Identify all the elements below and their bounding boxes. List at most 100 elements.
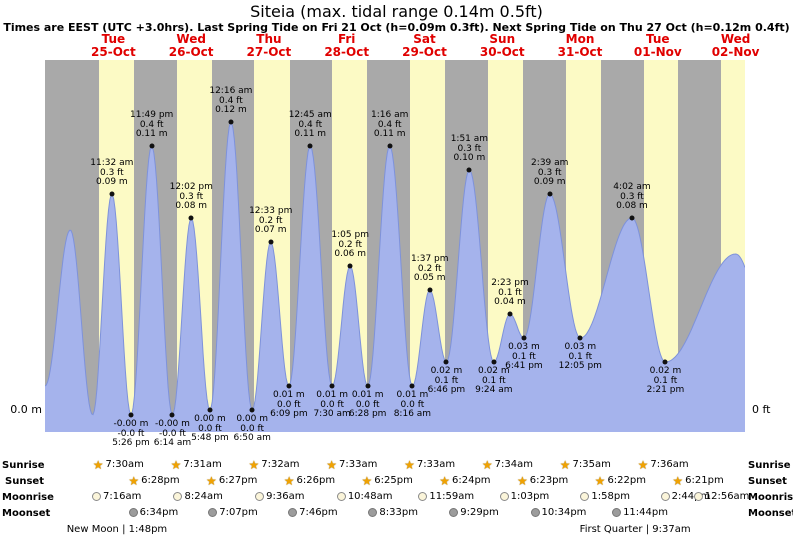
annotation-line: 0.4 ft (377, 119, 402, 130)
sunset-entry: ★ 6:28pm (128, 473, 180, 488)
astro-time: 6:28pm (141, 475, 180, 486)
high-tide-annotation: 1:05 pm 0.2 ft 0.06 m (331, 230, 369, 260)
day-name: Tue (101, 32, 126, 46)
astro-time: 6:22pm (607, 475, 646, 486)
annotation-line: 6:46 pm (427, 385, 466, 396)
astro-row-label-left: Moonset (2, 508, 51, 519)
annotation-line: 0.1 ft (568, 351, 593, 362)
y-axis-label-feet: 0 ft (752, 403, 771, 416)
moonset-moon-icon (128, 508, 138, 517)
tide-extreme-dot (268, 239, 274, 245)
sunset-entry: ★ 6:25pm (362, 475, 413, 487)
astro-time: 7:31am (183, 459, 222, 470)
annotation-line: 0.1 ft (434, 375, 459, 386)
day-name: Thu (256, 32, 282, 46)
annotation-line: 0.00 m (236, 414, 269, 424)
moonrise-entry: 11:59am (418, 491, 474, 502)
moonset-entry: 7:07pm (208, 507, 258, 518)
annotation-line: -0.00 m (113, 418, 149, 429)
day-label: Mon 31-Oct (558, 32, 603, 59)
tide-extreme-dot (347, 263, 353, 269)
sunset-star-icon: ★ (128, 473, 140, 488)
annotation-line: 4:02 am (613, 182, 651, 192)
high-tide-annotation: 12:02 pm 0.3 ft 0.08 m (170, 182, 213, 212)
moonset-entry: 6:34pm (128, 507, 178, 518)
tide-extreme-dot (521, 335, 527, 341)
sunset-entry: ★ 6:22pm (594, 473, 646, 488)
day-date: 25-Oct (91, 45, 136, 60)
annotation-line: 0.4 ft (298, 119, 323, 130)
tide-extreme-dot (409, 383, 415, 389)
tide-extreme-dot (507, 311, 513, 317)
annotation-line: 0.3 ft (537, 167, 562, 178)
moonrise-moon-icon (255, 492, 265, 501)
day-name: Sun (489, 32, 516, 46)
moonset-moon-icon (368, 508, 378, 517)
sunrise-entry: ★ 7:34am (482, 459, 533, 471)
annotation-line: 0.02 m (477, 366, 510, 376)
annotation-line: 6:09 pm (270, 409, 308, 420)
annotation-line: 0.08 m (616, 201, 648, 212)
astro-time: 7:34am (494, 459, 533, 470)
tide-extreme-dot (443, 359, 449, 365)
annotation-line: 11:49 pm (130, 110, 174, 120)
sunset-entry: ★ 6:24pm (439, 475, 490, 487)
high-tide-annotation: 2:23 pm 0.1 ft 0.04 m (491, 278, 529, 308)
day-date: 02-Nov (711, 45, 760, 60)
annotation-line: 7:30 am (313, 409, 351, 420)
low-tide-annotation: 0.01 m 0.0 ft 6:28 pm (349, 390, 387, 420)
high-tide-annotation: 12:16 am 0.4 ft 0.12 m (209, 86, 252, 116)
astro-time: 6:27pm (218, 475, 258, 486)
annotation-line: 0.04 m (494, 297, 526, 308)
tide-extreme-dot (286, 383, 292, 389)
annotation-line: 0.05 m (413, 273, 446, 284)
moon-phase-label: First Quarter | 9:37am (579, 524, 691, 535)
page-title: Siteia (max. tidal range 0.14m 0.5ft) (250, 2, 543, 21)
annotation-line: 0.01 m (316, 390, 348, 400)
low-tide-annotation: 0.02 m 0.1 ft 9:24 am (475, 366, 512, 396)
annotation-line: 5:26 pm (112, 438, 150, 449)
sunset-star-icon: ★ (672, 473, 684, 488)
astro-time: 11:59am (429, 491, 475, 502)
astro-row-label-right: Moonset (748, 508, 793, 519)
annotation-line: 0.1 ft (653, 375, 678, 386)
astro-time: 7:07pm (219, 507, 258, 518)
annotation-line: 2:39 am (531, 158, 569, 168)
sunset-entry: ★ 6:27pm (206, 475, 258, 487)
moonset-moon-icon (530, 508, 540, 517)
annotation-line: 0.4 ft (139, 119, 164, 130)
astro-row-label-left: Sunrise (2, 460, 45, 471)
sunrise-star-icon: ★ (248, 457, 260, 472)
astro-time: 7:33am (416, 459, 456, 470)
astro-time: 10:34pm (541, 507, 587, 518)
tide-extreme-dot (188, 215, 194, 221)
tide-extreme-dot (427, 287, 433, 293)
low-tide-annotation: 0.03 m 0.1 ft 6:41 pm (505, 342, 543, 372)
low-tide-annotation: 0.02 m 0.1 ft 6:46 pm (427, 366, 466, 396)
annotation-line: 12:33 pm (249, 206, 293, 216)
annotation-line: 0.0 ft (320, 399, 344, 410)
moonrise-entry: 9:36am (255, 491, 304, 502)
moonrise-moon-icon (173, 492, 183, 501)
day-label: Tue 25-Oct (91, 32, 136, 60)
astro-time: 6:25pm (374, 475, 413, 486)
annotation-line: 5:48 pm (191, 433, 229, 444)
low-tide-annotation: 0.00 m 0.0 ft 6:50 am (233, 414, 270, 444)
sunset-star-icon: ★ (594, 473, 606, 488)
high-tide-annotation: 11:49 pm 0.4 ft 0.11 m (130, 110, 174, 140)
sunrise-entry: ★ 7:30am (93, 459, 144, 471)
annotation-line: 0.09 m (96, 177, 128, 188)
annotation-line: 11:32 am (90, 158, 134, 168)
tide-extreme-dot (169, 412, 175, 418)
low-tide-annotation: 0.03 m 0.1 ft 12:05 pm (559, 342, 602, 372)
tide-extreme-dot (329, 383, 335, 389)
sunrise-star-icon: ★ (559, 457, 571, 472)
annotation-line: 0.02 m (430, 366, 463, 376)
day-name: Sat (413, 32, 436, 46)
sunrise-star-icon: ★ (170, 457, 182, 472)
astro-row-label-left: Moonrise (2, 492, 54, 503)
day-label: Wed 02-Nov (711, 32, 760, 60)
low-tide-annotation: 0.02 m 0.1 ft 2:21 pm (647, 366, 685, 396)
annotation-line: 0.3 ft (457, 143, 482, 154)
